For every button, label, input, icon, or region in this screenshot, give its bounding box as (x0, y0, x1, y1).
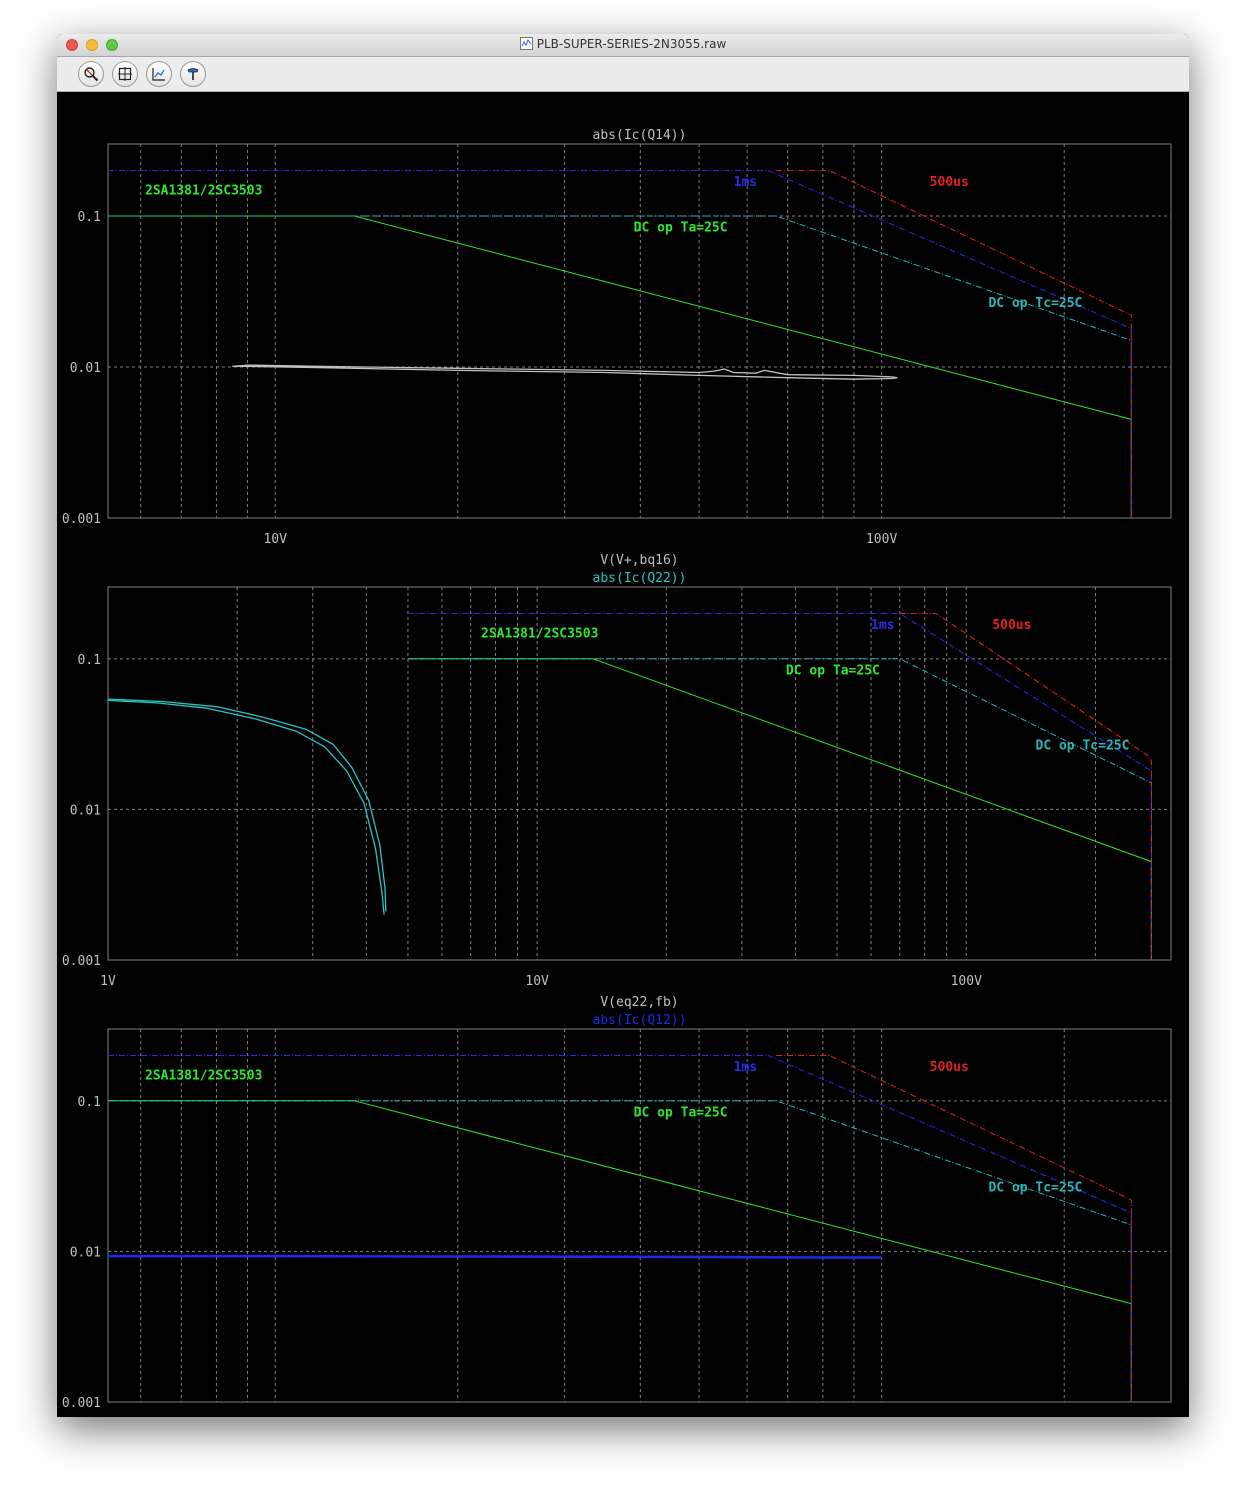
curve-annotation: 500us (930, 1060, 969, 1075)
series-group (108, 170, 1132, 518)
pan-button[interactable] (146, 61, 172, 87)
curve-annotation: DC op Tc=25C (1036, 738, 1130, 753)
curve-annotation: DC op Ta=25C (634, 221, 728, 236)
minimize-button[interactable] (86, 39, 98, 51)
x-tick-label: 10V (263, 532, 287, 547)
curve-annotation: DC op Ta=25C (786, 663, 880, 678)
soa-limit-line[interactable] (108, 1055, 1132, 1403)
autorange-button[interactable] (112, 61, 138, 87)
curve-annotation: 2SA1381/2SC3503 (145, 1068, 262, 1083)
plot-title[interactable]: abs(Ic(Q22)) (593, 571, 687, 586)
x-axis-label[interactable]: V(eq22,fb) (600, 995, 678, 1010)
window-title: PLB-SUPER-SERIES-2N3055.raw (536, 37, 727, 51)
curve-annotation: DC op Ta=25C (634, 1105, 728, 1120)
soa-limit-line[interactable] (776, 170, 1132, 518)
waveform-trace[interactable] (108, 699, 385, 915)
curve-annotation: DC op Tc=25C (988, 296, 1082, 311)
x-tick-label: 100V (951, 974, 982, 989)
plot-frame (107, 143, 1172, 519)
series-group (108, 1055, 1132, 1403)
plot-frame (107, 1028, 1172, 1403)
zoom-button[interactable] (78, 61, 104, 87)
curve-annotation: 2SA1381/2SC3503 (481, 626, 598, 641)
soa-limit-line[interactable] (899, 613, 1152, 961)
waveform-trace[interactable] (108, 698, 387, 912)
curve-annotation: 1ms (734, 1060, 757, 1075)
waveform-doc-icon (519, 37, 533, 50)
plot-title[interactable]: abs(Ic(Q14)) (593, 128, 687, 143)
soa-limit-line[interactable] (776, 1055, 1132, 1403)
plot-window: PLB-SUPER-SERIES-2N3055.raw (57, 34, 1189, 1417)
y-tick-label: 0.1 (78, 653, 101, 668)
probe-button[interactable] (180, 61, 206, 87)
zoom-icon (84, 67, 99, 82)
y-tick-label: 0.001 (62, 954, 101, 969)
waveform-trace[interactable] (108, 1254, 882, 1259)
y-tick-label: 0.01 (70, 1245, 101, 1260)
series-group (108, 613, 1152, 961)
x-tick-label: 100V (866, 532, 897, 547)
x-axis-label[interactable]: V(V+,bq16) (600, 553, 678, 568)
grid-lines (108, 1029, 1171, 1402)
pan-icon (152, 68, 165, 81)
probe-icon (187, 68, 199, 80)
x-tick-label: 1V (100, 974, 116, 989)
autorange-icon (118, 67, 132, 81)
y-tick-label: 0.1 (78, 210, 101, 225)
plot-title[interactable]: abs(Ic(Q12)) (593, 1013, 687, 1028)
curve-annotation: 500us (992, 618, 1031, 633)
curve-annotation: 2SA1381/2SC3503 (145, 183, 262, 198)
curve-annotation: 500us (930, 175, 969, 190)
y-tick-label: 0.1 (78, 1095, 101, 1110)
x-tick-label: 100V (866, 1416, 897, 1417)
y-tick-label: 0.01 (70, 361, 101, 376)
y-tick-label: 0.001 (62, 1396, 101, 1411)
y-tick-label: 0.01 (70, 803, 101, 818)
waveform-trace[interactable] (232, 364, 898, 380)
plots-area[interactable]: abs(Ic(Q14)) 10V 100V 0.1 0.01 0.001 V(V+,bq16… (57, 91, 1189, 1417)
plot-frame (107, 586, 1172, 961)
soa-limit-line[interactable] (108, 170, 1132, 518)
x-tick-label: 10V (525, 974, 549, 989)
window-title-wrap: PLB-SUPER-SERIES-2N3055.raw (57, 37, 1189, 51)
toolbar (57, 57, 1189, 92)
y-tick-label: 0.001 (62, 512, 101, 527)
curve-annotation: DC op Tc=25C (988, 1180, 1082, 1195)
close-button[interactable] (66, 39, 78, 51)
curve-annotation: 1ms (871, 618, 894, 633)
plot-pane-1[interactable]: abs(Ic(Q14)) 10V 100V 0.1 0.01 0.001 V(V+,bq16… (62, 128, 1172, 568)
grid-lines (108, 144, 1171, 518)
zoom-window-button[interactable] (106, 39, 118, 51)
x-tick-label: 10V (263, 1416, 287, 1417)
grid-lines (108, 587, 1171, 960)
soa-limit-line[interactable] (108, 1100, 1132, 1402)
title-bar[interactable]: PLB-SUPER-SERIES-2N3055.raw (57, 34, 1189, 57)
curve-annotation: 1ms (734, 175, 757, 190)
soa-limit-line[interactable] (407, 613, 1152, 961)
plot-pane-3[interactable]: abs(Ic(Q12))10V100V0.10.010.001V(eq12,bq… (62, 1013, 1172, 1417)
plot-pane-2[interactable]: abs(Ic(Q22)) 1V 10V 100V 0.1 0.01 0.001 V(eq22,… (62, 571, 1172, 1010)
